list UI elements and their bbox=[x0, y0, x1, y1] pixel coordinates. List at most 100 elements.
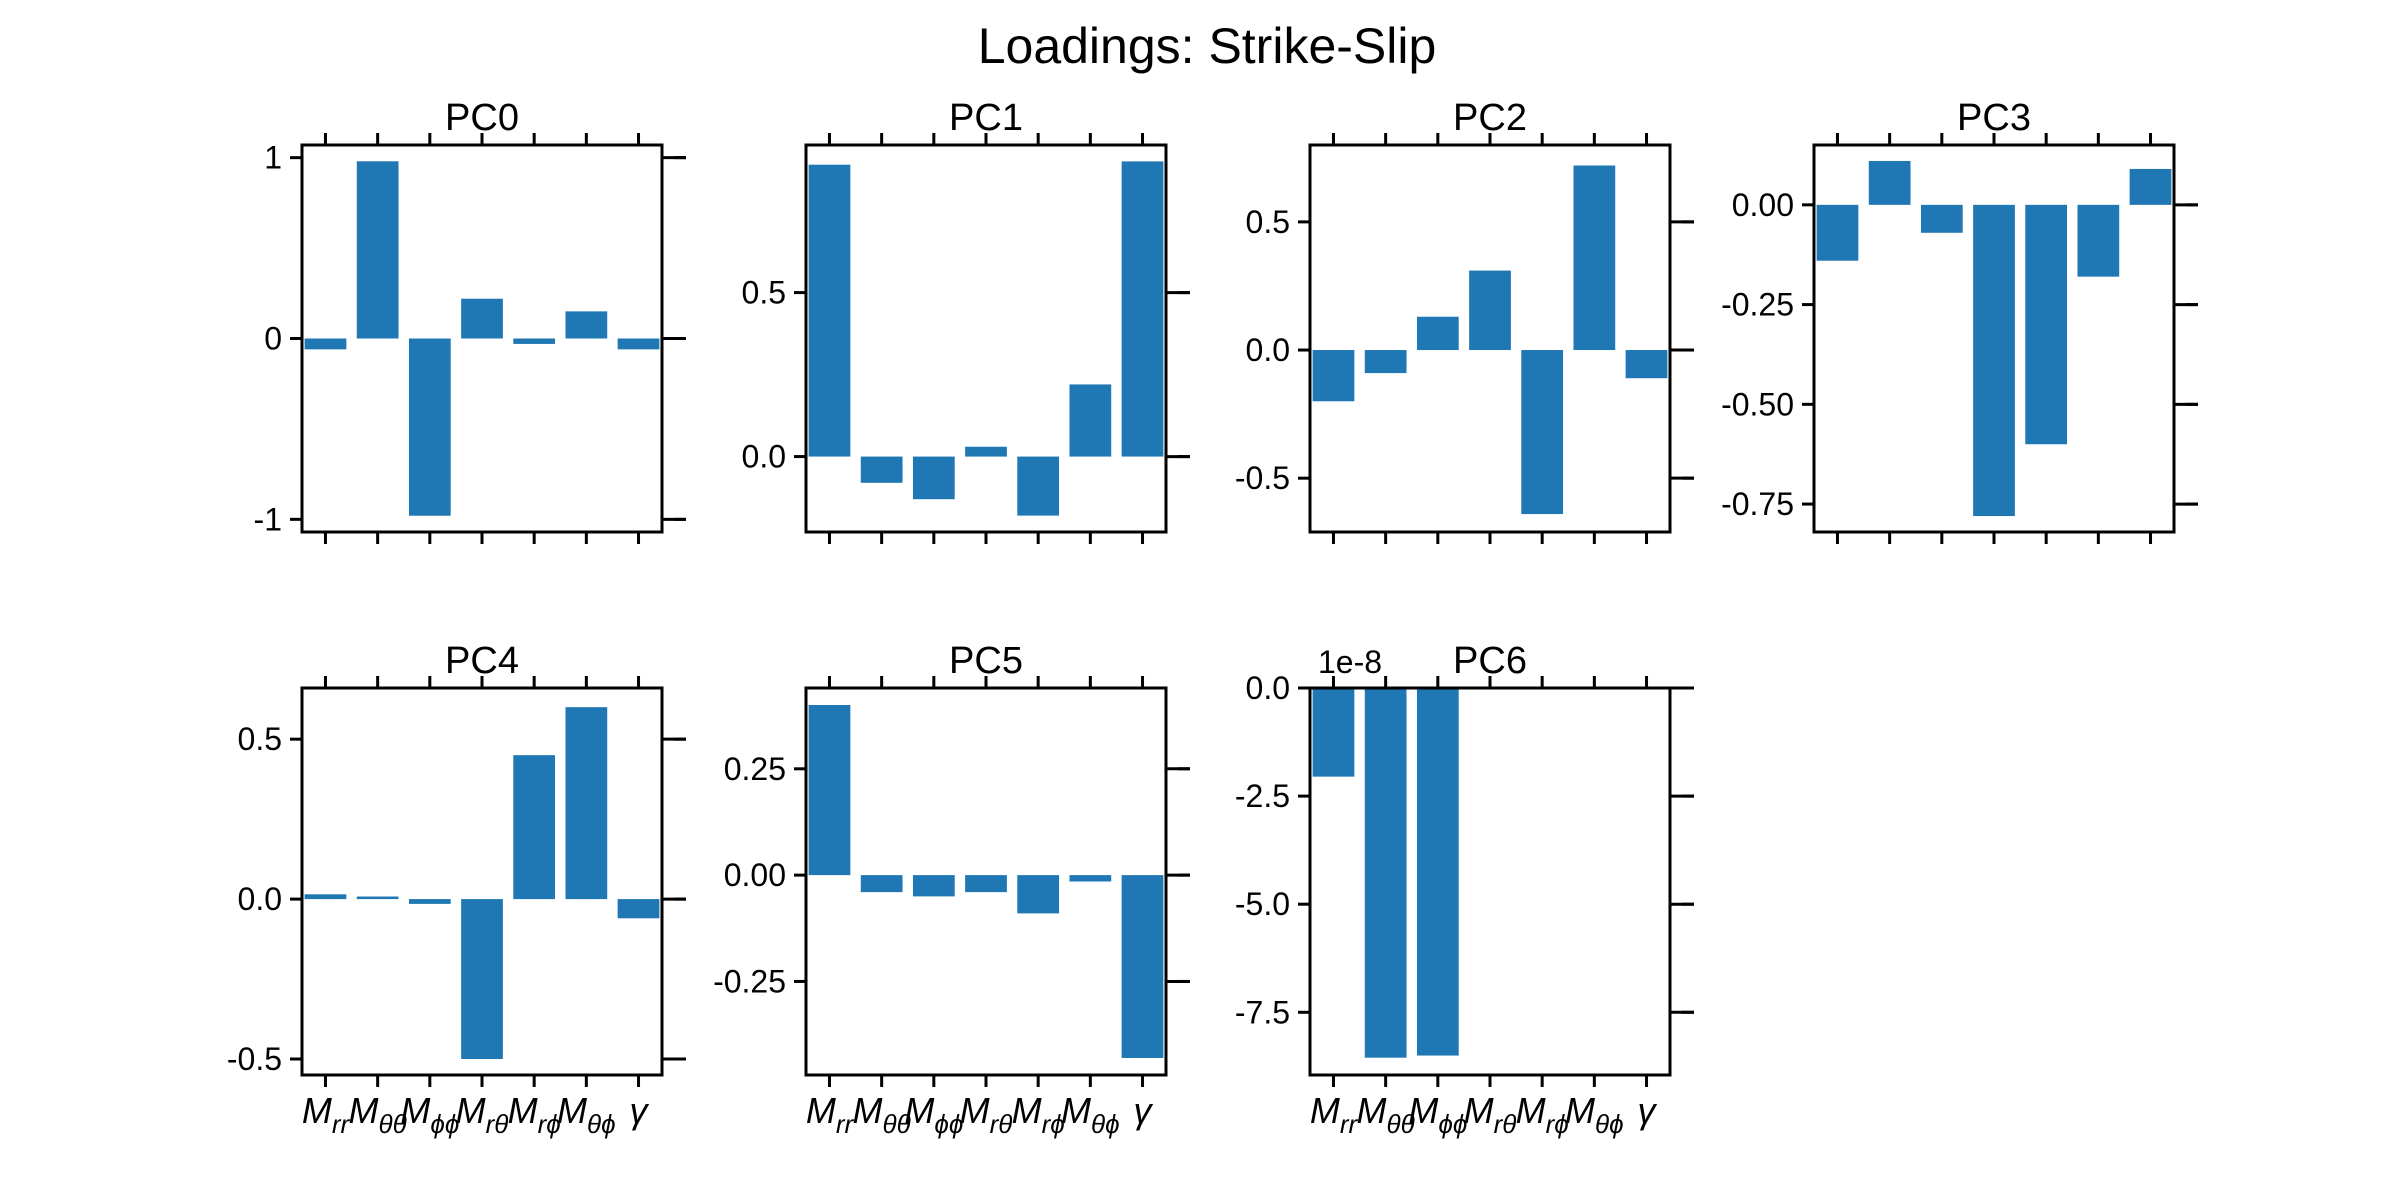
bar-pc6-2 bbox=[1416, 688, 1459, 1056]
bar-pc2-6 bbox=[1625, 350, 1668, 379]
x-tick-label: Mrϕ bbox=[508, 1090, 561, 1139]
x-tick-label: Mrr bbox=[806, 1090, 855, 1139]
y-tick-label: 0.5 bbox=[238, 721, 282, 757]
bar-pc1-6 bbox=[1121, 161, 1164, 457]
x-tick-label: Mrϕ bbox=[1012, 1090, 1065, 1139]
bar-pc1-0 bbox=[808, 164, 851, 457]
bar-pc0-3 bbox=[461, 298, 503, 339]
x-tick-label: Mθϕ bbox=[1565, 1090, 1624, 1139]
bar-pc5-5 bbox=[1069, 875, 1112, 882]
x-tick-label: γ bbox=[1134, 1090, 1154, 1131]
y-tick-label: 0 bbox=[264, 321, 282, 357]
y-tick-label: -0.50 bbox=[1721, 386, 1794, 422]
x-tick-label: γ bbox=[1638, 1090, 1658, 1131]
bar-pc0-6 bbox=[617, 338, 660, 350]
subplot-title: PC5 bbox=[949, 640, 1023, 682]
bar-pc2-5 bbox=[1573, 165, 1616, 351]
bar-pc2-3 bbox=[1469, 270, 1511, 351]
subplot-grid: PC0 -1 0 1 PC1 0.0 0.5 PC2 -0.5 0.0 0.5 PC3 -0.75 -0.… bbox=[227, 97, 2198, 1139]
subplot-title: PC3 bbox=[1957, 97, 2031, 139]
bar-pc0-1 bbox=[356, 161, 399, 339]
y-tick-label: 0.0 bbox=[742, 439, 786, 475]
bar-pc1-3 bbox=[965, 446, 1007, 457]
bar-pc4-2 bbox=[408, 899, 451, 904]
bar-pc3-5 bbox=[2077, 204, 2120, 277]
subplot-title: PC6 bbox=[1453, 640, 1527, 682]
y-tick-label: -2.5 bbox=[1235, 778, 1290, 814]
bar-pc0-5 bbox=[565, 311, 608, 339]
y-tick-label: 0.00 bbox=[724, 857, 786, 893]
bar-pc5-6 bbox=[1121, 875, 1164, 1058]
subplot-title: PC0 bbox=[445, 97, 519, 139]
y-tick-label: 0.5 bbox=[1246, 204, 1290, 240]
x-tick-label: γ bbox=[630, 1090, 650, 1131]
x-tick-label: Mϕϕ bbox=[1408, 1090, 1467, 1139]
y-tick-label: 0.25 bbox=[724, 751, 786, 787]
bar-pc4-3 bbox=[461, 899, 503, 1060]
axes-frame bbox=[804, 143, 1168, 534]
y-tick-label: 0.5 bbox=[742, 275, 786, 311]
y-tick-label: -0.25 bbox=[713, 963, 786, 999]
x-tick-label: Mθϕ bbox=[557, 1090, 616, 1139]
x-tick-label: Mrθ bbox=[1464, 1090, 1517, 1139]
bar-pc1-1 bbox=[860, 456, 903, 483]
bar-pc5-3 bbox=[965, 875, 1007, 893]
bar-pc6-0 bbox=[1312, 688, 1355, 777]
bar-pc1-2 bbox=[912, 456, 955, 500]
bar-pc5-2 bbox=[912, 875, 955, 897]
bar-pc4-4 bbox=[513, 755, 556, 900]
x-tick-label: Mrr bbox=[302, 1090, 351, 1139]
y-tick-label: -0.25 bbox=[1721, 287, 1794, 323]
y-tick-label: 0.0 bbox=[1246, 332, 1290, 368]
bar-pc3-4 bbox=[2025, 204, 2068, 445]
bar-pc0-0 bbox=[304, 338, 347, 350]
bar-pc4-6 bbox=[617, 899, 660, 919]
bar-pc4-1 bbox=[356, 896, 399, 900]
offset-text: 1e-8 bbox=[1318, 644, 1382, 680]
bar-pc0-4 bbox=[513, 338, 556, 344]
subplot-pc1: PC1 0.0 0.5 bbox=[742, 97, 1190, 544]
bar-pc4-0 bbox=[304, 894, 347, 900]
x-tick-label: Mϕϕ bbox=[400, 1090, 459, 1139]
x-tick-label: Mθϕ bbox=[1061, 1090, 1120, 1139]
bar-pc2-0 bbox=[1312, 350, 1355, 402]
bar-pc4-5 bbox=[565, 707, 608, 900]
bar-pc5-4 bbox=[1017, 875, 1060, 914]
bar-pc2-1 bbox=[1364, 350, 1407, 374]
x-tick-label: Mrr bbox=[1310, 1090, 1359, 1139]
y-tick-label: 0.00 bbox=[1732, 187, 1794, 223]
bar-pc6-1 bbox=[1364, 688, 1407, 1058]
y-tick-label: -5.0 bbox=[1235, 886, 1290, 922]
subplot-title: PC2 bbox=[1453, 97, 1527, 139]
bar-pc3-1 bbox=[1868, 160, 1911, 205]
bar-pc2-4 bbox=[1521, 350, 1564, 515]
bar-pc5-0 bbox=[808, 705, 851, 876]
x-tick-label: Mrϕ bbox=[1516, 1090, 1569, 1139]
bar-pc5-1 bbox=[860, 875, 903, 893]
y-tick-label: -0.5 bbox=[227, 1041, 282, 1077]
x-tick-label: Mθθ bbox=[1357, 1090, 1415, 1139]
bar-pc3-0 bbox=[1816, 204, 1859, 261]
axes-frame bbox=[1308, 686, 1672, 1077]
subplot-pc3: PC3 -0.75 -0.50 -0.25 0.00 bbox=[1721, 97, 2198, 544]
x-tick-label: Mϕϕ bbox=[904, 1090, 963, 1139]
y-tick-label: 0.0 bbox=[238, 881, 282, 917]
y-tick-label: -0.75 bbox=[1721, 486, 1794, 522]
subplot-pc2: PC2 -0.5 0.0 0.5 bbox=[1235, 97, 1694, 544]
figure-title: Loadings: Strike-Slip bbox=[978, 18, 1437, 74]
y-tick-label: -1 bbox=[254, 501, 282, 537]
bar-pc3-3 bbox=[1973, 204, 2015, 517]
y-tick-label: 1 bbox=[264, 140, 282, 176]
y-tick-label: -0.5 bbox=[1235, 460, 1290, 496]
bar-pc1-4 bbox=[1017, 456, 1060, 516]
subplot-pc0: PC0 -1 0 1 bbox=[254, 97, 686, 544]
subplot-title: PC4 bbox=[445, 640, 519, 682]
bar-pc3-2 bbox=[1920, 204, 1963, 233]
y-tick-label: -7.5 bbox=[1235, 994, 1290, 1030]
x-tick-label: Mθθ bbox=[349, 1090, 407, 1139]
subplot-title: PC1 bbox=[949, 97, 1023, 139]
